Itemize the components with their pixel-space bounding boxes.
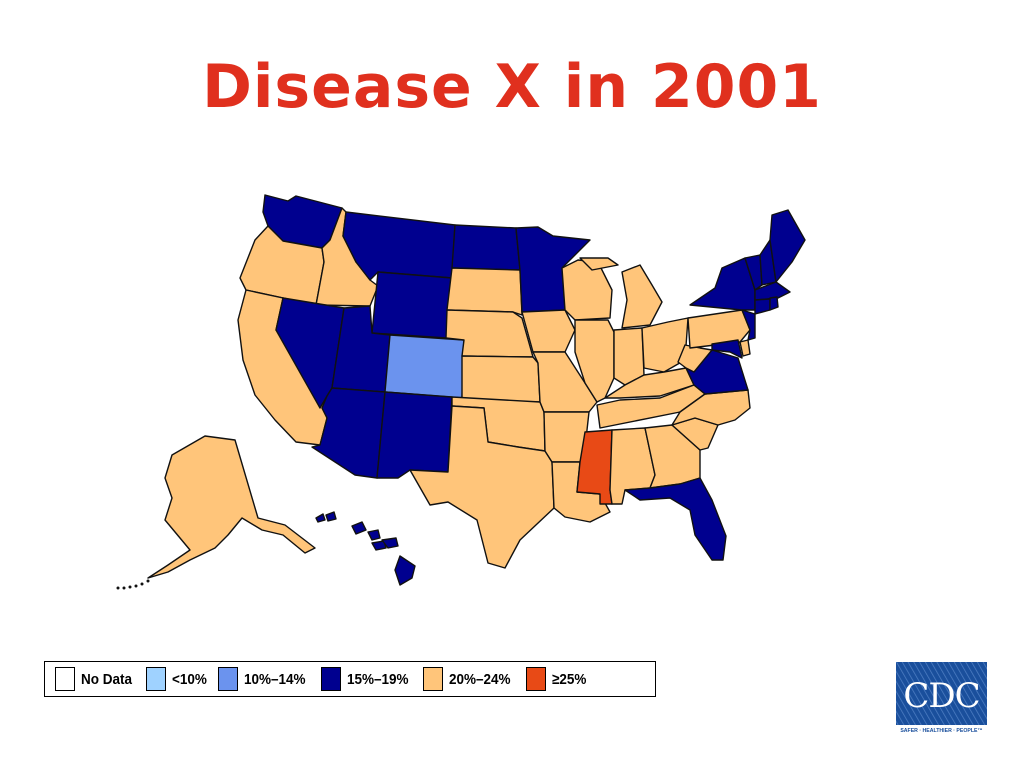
state-nj[interactable] [741, 309, 756, 341]
state-wi[interactable] [561, 259, 613, 321]
aleutian-islands [116, 579, 150, 590]
legend-item-20-24: 20%–24% [423, 667, 517, 691]
legend-swatch [55, 667, 75, 691]
state-nm[interactable] [376, 391, 453, 479]
state-ia[interactable] [521, 309, 576, 353]
map-legend: No Data <10% 10%–14% 15%–19% 20%–24% ≥25… [44, 661, 656, 697]
state-me[interactable] [769, 209, 806, 283]
legend-swatch [423, 667, 444, 691]
state-hi[interactable] [315, 511, 416, 586]
state-wy[interactable] [371, 271, 453, 339]
legend-label: 10%–14% [244, 670, 307, 688]
legend-swatch [525, 667, 546, 691]
legend-label: <10% [171, 670, 207, 688]
legend-item-ge25: ≥25% [525, 667, 590, 691]
state-mi[interactable] [579, 257, 663, 329]
state-ma[interactable] [754, 281, 791, 301]
state-wv[interactable] [677, 344, 713, 373]
legend-item-15-19: 15%–19% [320, 667, 415, 691]
legend-swatch [320, 667, 341, 691]
state-nd[interactable] [451, 224, 521, 271]
state-md[interactable] [711, 339, 743, 359]
cdc-logo-text: CDC [903, 676, 979, 716]
page-title: Disease X in 2001 [202, 52, 822, 122]
legend-item-no-data: No Data [55, 667, 138, 691]
state-in[interactable] [613, 327, 645, 386]
legend-item-lt10: <10% [145, 667, 211, 691]
legend-label: ≥25% [551, 670, 587, 688]
state-pa[interactable] [687, 309, 751, 349]
state-ak[interactable] [147, 435, 316, 579]
legend-swatch [145, 667, 166, 691]
legend-item-10-14: 10%–14% [218, 667, 312, 691]
us-choropleth-map [116, 194, 806, 590]
legend-label: 15%–19% [346, 670, 409, 688]
state-ny[interactable] [689, 257, 756, 311]
state-de[interactable] [739, 339, 751, 357]
cdc-logo: CDC SAFER · HEALTHIER · PEOPLE™ [896, 662, 987, 734]
state-ri[interactable] [769, 296, 779, 311]
state-co[interactable] [384, 334, 465, 399]
legend-swatch [218, 667, 239, 691]
state-tx[interactable] [409, 405, 555, 569]
legend-label: No Data [81, 670, 133, 688]
state-ks[interactable] [461, 355, 541, 403]
state-sd[interactable] [446, 267, 523, 316]
cdc-logo-tagline: SAFER · HEALTHIER · PEOPLE™ [900, 728, 982, 734]
state-ct[interactable] [754, 298, 771, 315]
state-fl[interactable] [624, 477, 727, 561]
legend-label: 20%–24% [449, 670, 511, 688]
